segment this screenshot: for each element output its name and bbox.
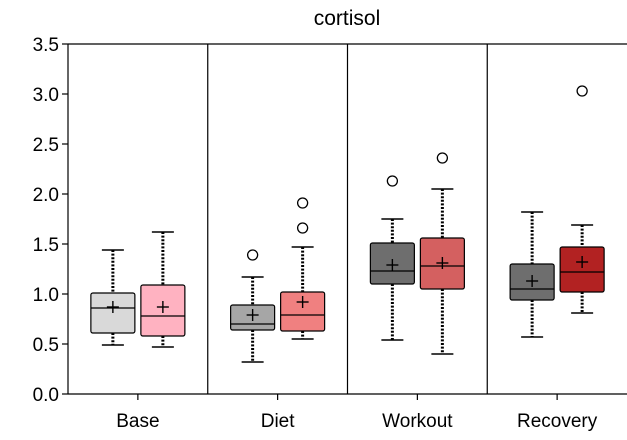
outlier-point — [296, 222, 309, 234]
x-tick-label: Diet — [261, 411, 296, 432]
y-tick-label: 2.0 — [33, 185, 59, 206]
y-tick-label: 2.5 — [33, 135, 59, 156]
outlier-point — [296, 197, 309, 209]
outlier-point — [246, 249, 259, 261]
box-iqr — [280, 291, 326, 332]
chart-title: cortisol — [314, 7, 381, 30]
y-tick-label: 0.5 — [33, 335, 59, 356]
outlier-point — [436, 152, 449, 164]
y-tick-label: 3.0 — [33, 85, 59, 106]
x-tick-label: Workout — [382, 411, 453, 432]
outlier-point — [386, 175, 399, 187]
y-tick-label: 0.0 — [33, 385, 59, 406]
y-tick-label: 1.5 — [33, 235, 59, 256]
x-tick-label: Base — [116, 411, 159, 432]
box-iqr — [559, 246, 605, 293]
x-tick-label: Recovery — [517, 411, 598, 432]
outlier-point — [576, 85, 588, 97]
plot-area: 0.0 0.5 1.0 1.5 2.0 2.5 3.0 3.5 Base Diet Workout R… — [33, 35, 627, 432]
y-tick-label: 1.0 — [33, 285, 59, 306]
y-tick-label: 3.5 — [33, 35, 59, 56]
